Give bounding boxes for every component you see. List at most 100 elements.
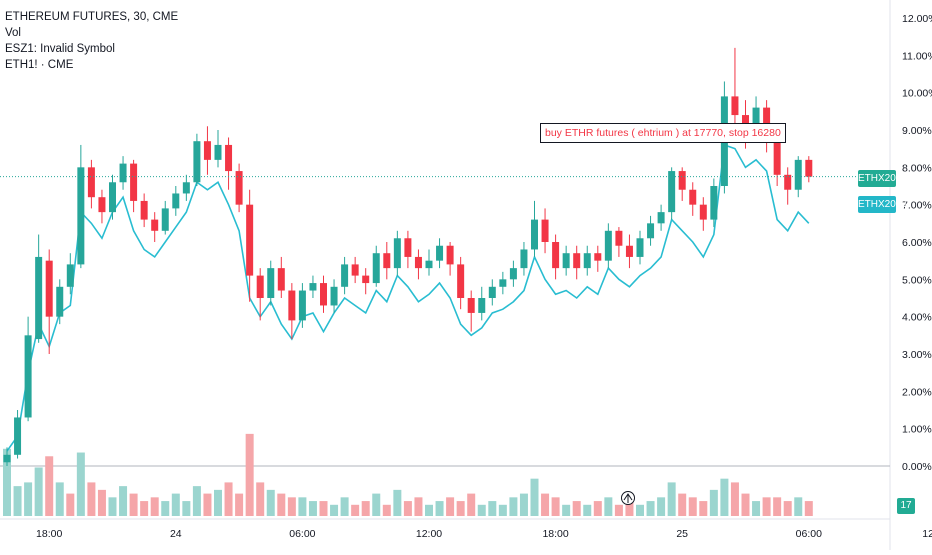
y-tick-label: 6.00% — [902, 237, 932, 249]
y-tick-label: 5.00% — [902, 274, 932, 286]
x-tick-label: 06:00 — [796, 528, 822, 540]
volume-bar — [425, 504, 433, 516]
candle-body — [594, 253, 602, 261]
trade-annotation[interactable]: buy ETHR futures ( ehtrium ) at 17770, s… — [540, 123, 786, 143]
volume-bar — [351, 504, 360, 516]
volume-bar — [277, 493, 286, 516]
volume-bar — [319, 501, 328, 516]
candle-body — [752, 107, 760, 134]
candle-body — [425, 260, 433, 269]
candle-body — [256, 275, 264, 298]
volume-bar — [794, 497, 803, 516]
candle-body — [309, 283, 317, 291]
chart-legend: ETHEREUM FUTURES, 30, CME Vol ESZ1: Inva… — [5, 9, 178, 73]
candle-body — [763, 107, 771, 138]
legend-compare-2[interactable]: ETH1! · CME — [5, 59, 74, 71]
candle-body — [657, 212, 665, 224]
x-tick-label: 24 — [170, 528, 182, 540]
candle-body — [362, 275, 370, 284]
volume-bar — [55, 482, 64, 516]
volume-bar — [298, 497, 307, 516]
volume-bar — [804, 501, 813, 516]
volume-bar — [709, 489, 718, 516]
volume-bar — [214, 489, 222, 516]
session-break-glyph — [623, 493, 633, 503]
volume-bar — [625, 501, 634, 516]
volume-bar — [720, 478, 729, 516]
candle-body — [414, 256, 422, 269]
volume-bar — [24, 482, 33, 516]
compare-price-tag: ETHX2023 — [858, 196, 907, 213]
volume-bar — [741, 493, 750, 516]
candle-body — [805, 159, 813, 177]
volume-bar — [678, 493, 687, 516]
volume-bar — [403, 501, 412, 516]
volume-bar — [372, 493, 381, 516]
volume-bar — [699, 501, 708, 516]
candle-body — [457, 264, 465, 298]
candle-body — [246, 204, 254, 276]
compare-line — [6, 143, 810, 452]
volume-bar — [171, 493, 180, 516]
candle-body — [130, 163, 138, 201]
candle-body — [77, 167, 85, 265]
volume-bar — [382, 504, 391, 516]
candle-body — [109, 182, 116, 213]
candle-body — [267, 268, 275, 298]
volume-bar — [773, 497, 782, 516]
volume-bar — [467, 493, 476, 516]
volume-bar — [13, 486, 22, 516]
candle-body — [699, 204, 707, 220]
candle-body — [14, 417, 22, 455]
candle-body — [161, 208, 169, 231]
candle-body — [24, 335, 32, 418]
candle-body — [552, 242, 560, 269]
volume-value-tag: 17 — [897, 498, 915, 514]
volume-bar — [551, 497, 560, 516]
candle-body — [531, 219, 538, 250]
y-tick-label: 3.00% — [902, 349, 932, 361]
volume-bar — [762, 497, 771, 516]
candle-body — [383, 253, 391, 269]
volume-bar — [730, 482, 739, 516]
volume-bar — [76, 452, 85, 516]
volume-bar — [783, 501, 792, 516]
volume-bar — [488, 501, 497, 516]
candle-body — [573, 253, 581, 269]
volume-bar — [256, 482, 265, 516]
candle-body — [45, 260, 53, 317]
volume-bar — [509, 497, 518, 516]
candle-body — [119, 163, 127, 183]
volume-bar — [161, 501, 170, 516]
volume-bar — [530, 478, 539, 516]
candle-body — [794, 159, 802, 190]
y-tick-label: 12.00% — [902, 13, 932, 25]
candle-body — [140, 200, 148, 220]
volume-bar — [361, 501, 370, 516]
candle-body — [203, 141, 211, 160]
volume-bar — [266, 489, 275, 516]
volume-bar — [667, 482, 676, 516]
legend-volume[interactable]: Vol — [5, 27, 21, 39]
volume-bar — [150, 497, 159, 516]
volume-bar — [140, 501, 149, 516]
candle-body — [689, 189, 697, 205]
legend-compare-1[interactable]: ESZ1: Invalid Symbol — [5, 43, 115, 55]
legend-symbol-title[interactable]: ETHEREUM FUTURES, 30, CME — [5, 11, 179, 23]
volume-bar — [3, 448, 11, 516]
volume-bar — [541, 493, 550, 516]
volume-bar — [752, 501, 761, 516]
candle-body — [56, 286, 64, 317]
volume-bar — [66, 493, 75, 516]
candle-body — [330, 286, 338, 306]
volume-bar — [646, 501, 655, 516]
volume-bar — [330, 504, 339, 516]
x-tick-label: 06:00 — [289, 528, 315, 540]
volume-bar — [636, 504, 644, 516]
volume-bar — [456, 501, 465, 516]
main-price-tag: ETHX2023 — [858, 170, 907, 187]
volume-bar — [657, 497, 666, 516]
volume-bar — [519, 493, 528, 516]
